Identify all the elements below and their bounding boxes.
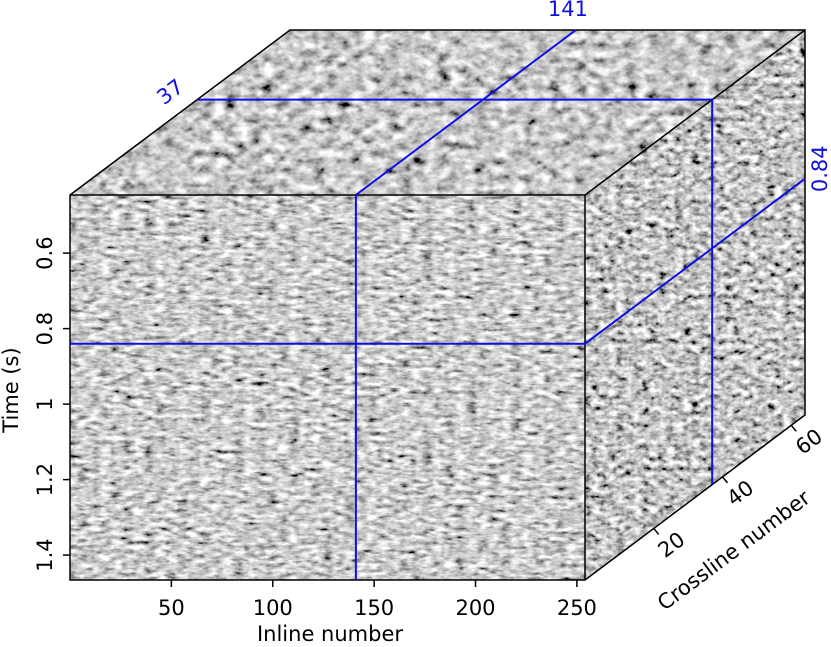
y-tick-label: 0.6: [33, 236, 57, 269]
cube-outline: [69, 29, 806, 581]
z-tick-label: 20: [654, 527, 690, 562]
y-axis-label: Time (s): [0, 347, 23, 433]
x-tick-label: 200: [455, 596, 495, 620]
x-tick-label: 250: [557, 596, 597, 620]
inline-slice-label: 141: [548, 0, 588, 21]
time-slice-label: 0.84: [808, 145, 831, 192]
z-tick: [721, 476, 729, 484]
z-tick-label: 40: [722, 476, 758, 511]
z-tick: [653, 527, 660, 535]
crossline-slice: [197, 98, 714, 485]
z-tick-label: 60: [791, 424, 827, 459]
top-face: [70, 30, 805, 195]
y-tick-label: 1: [33, 397, 57, 410]
x-axis-label: Inline number: [257, 622, 403, 646]
z-tick: [790, 424, 797, 432]
y-tick-label: 1.4: [33, 538, 57, 571]
side-face: [585, 30, 805, 580]
x-tick-label: 150: [354, 596, 394, 620]
time-slice: [70, 177, 806, 345]
inline-slice: [354, 29, 577, 580]
crossline-slice-label: 37: [152, 74, 188, 109]
cube-edge: [584, 29, 806, 196]
y-tick-label: 1.2: [33, 463, 57, 496]
front-face: [70, 195, 585, 580]
cube-faces: [69, 29, 806, 581]
y-tick-label: 0.8: [33, 312, 57, 345]
x-tick-label: 100: [253, 596, 293, 620]
x-tick-label: 50: [158, 596, 185, 620]
